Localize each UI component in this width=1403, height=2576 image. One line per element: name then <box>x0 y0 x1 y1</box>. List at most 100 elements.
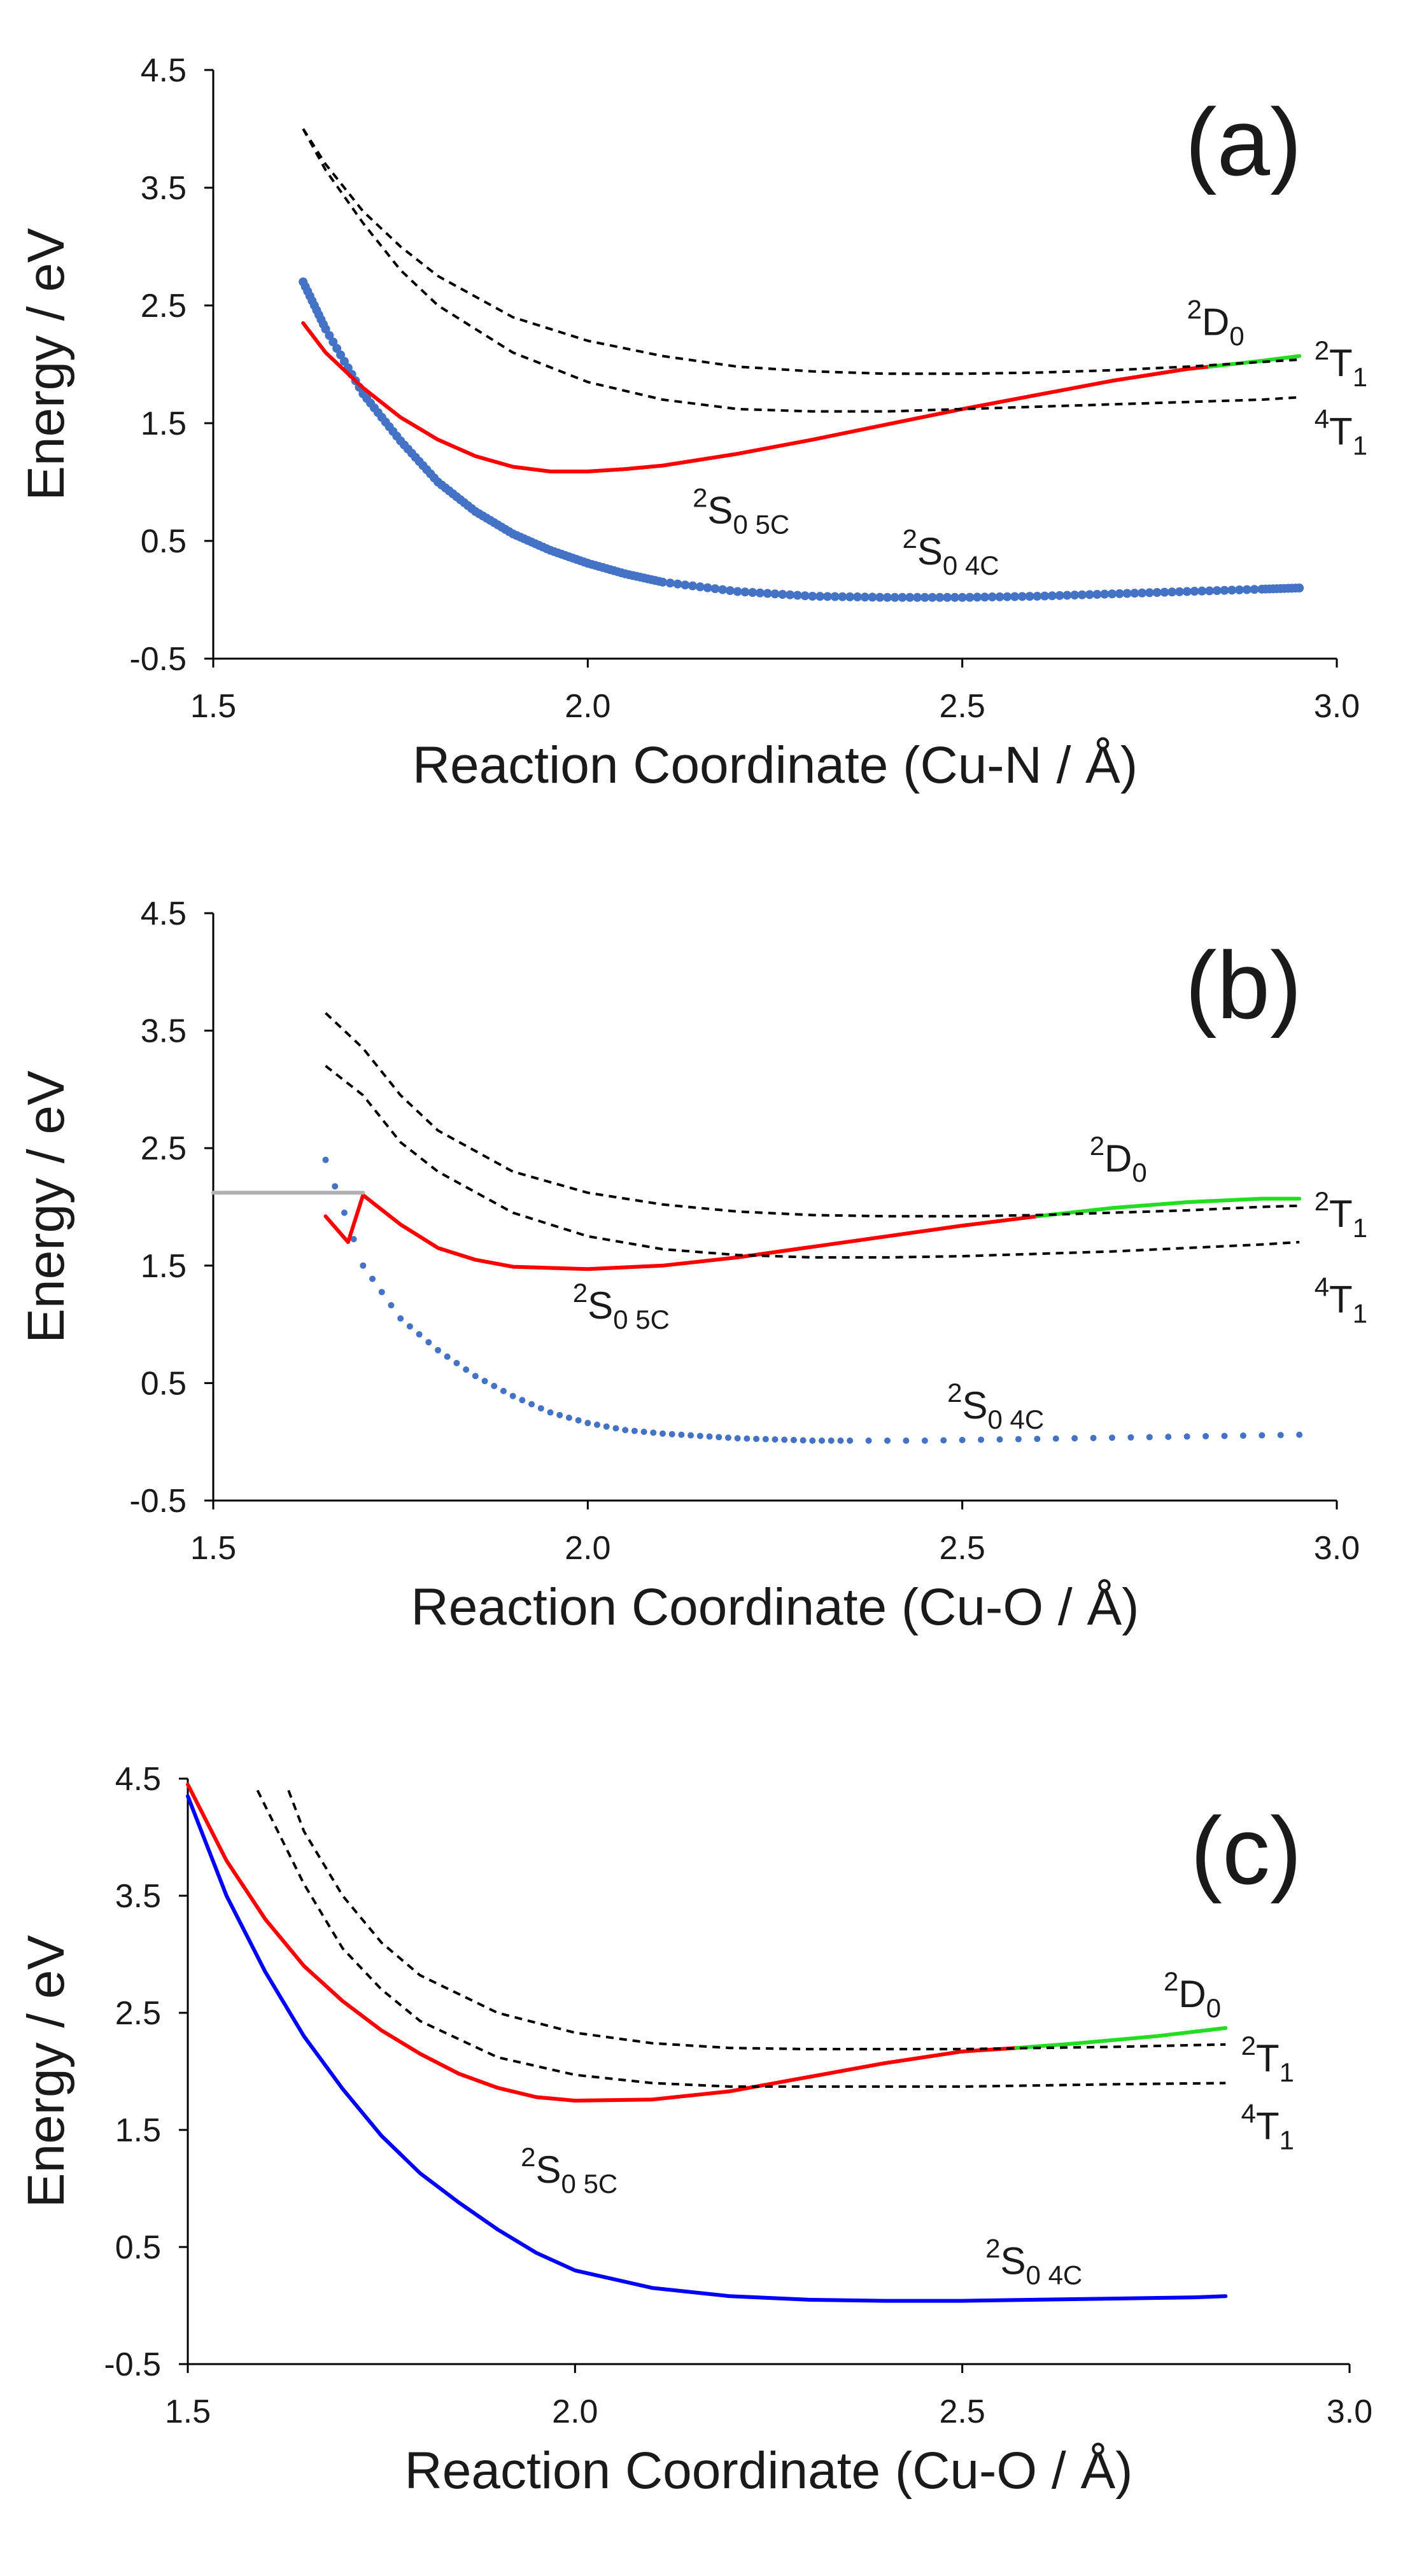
data-point <box>1146 1434 1153 1441</box>
curve-label-sub: 0 5C <box>613 1305 670 1334</box>
series-2s0-5c <box>301 321 1211 473</box>
data-point <box>665 578 675 588</box>
data-point <box>1174 587 1184 596</box>
data-point <box>762 1436 769 1443</box>
curve-label-2d0: 2D0 <box>1090 1131 1147 1187</box>
data-point <box>1010 592 1020 601</box>
curve-label-4t1: 4T1 <box>1315 1272 1367 1329</box>
curve-label-sub: 0 <box>1229 321 1244 351</box>
series-2s0-4c <box>299 277 1304 602</box>
data-point <box>1152 588 1162 598</box>
curve-label-sup: 2 <box>1187 294 1202 324</box>
data-point <box>1221 1432 1228 1439</box>
data-point <box>1108 589 1117 599</box>
data-point <box>1204 586 1214 596</box>
data-point <box>325 331 334 340</box>
data-point <box>940 1437 947 1444</box>
curve-label-sup: 2 <box>985 2233 1000 2263</box>
curve-label-base: D <box>1202 300 1229 343</box>
data-point <box>594 1421 601 1428</box>
data-point <box>1250 585 1259 594</box>
curve-label-2s0-4c: 2S0 4C <box>985 2233 1082 2290</box>
data-point <box>725 586 735 596</box>
data-point <box>463 1366 470 1373</box>
data-point <box>753 1436 760 1443</box>
data-point <box>950 592 959 602</box>
curve-label-sup: 2 <box>573 1278 588 1308</box>
curve-label-base: S <box>707 489 733 531</box>
data-point <box>631 1427 638 1434</box>
data-point <box>547 1409 554 1416</box>
data-point <box>1165 1433 1172 1440</box>
curve-label-sup: 2 <box>1315 335 1329 365</box>
data-point <box>1130 589 1139 598</box>
data-point <box>786 590 795 599</box>
data-point <box>838 592 847 601</box>
data-point <box>957 592 967 602</box>
data-point <box>650 1429 657 1436</box>
curve-label-base: T <box>1256 2105 1280 2148</box>
data-point <box>965 592 975 602</box>
curve-label-base: T <box>1329 342 1353 384</box>
y-tick-label: 3.5 <box>115 1878 161 1915</box>
curve-label-sub: 0 4C <box>988 1404 1045 1434</box>
curve-label-sup: 2 <box>693 482 707 512</box>
y-tick-label: -0.5 <box>104 2346 161 2383</box>
data-point <box>444 1353 451 1360</box>
data-point <box>584 1420 591 1427</box>
data-point <box>845 592 855 601</box>
curve-label-2s0-5c: 2S0 5C <box>521 2142 617 2199</box>
data-point <box>673 579 682 589</box>
panel-label: (b) <box>1185 932 1302 1039</box>
series-4t1 <box>325 1065 1300 1259</box>
x-tick-label: 3.0 <box>1314 1530 1360 1567</box>
curve-label-base: S <box>962 1384 987 1427</box>
series-2s0-5c <box>323 1193 1040 1271</box>
y-tick-label: 4.5 <box>141 52 187 89</box>
data-point <box>1183 1433 1190 1440</box>
data-point <box>1277 1432 1284 1439</box>
data-point <box>927 592 937 602</box>
curve-label-sup: 2 <box>1315 1186 1329 1216</box>
data-point <box>1109 1434 1115 1441</box>
data-point <box>687 1432 694 1439</box>
y-tick-label: 2.5 <box>141 288 187 325</box>
data-point <box>659 1430 666 1437</box>
data-point <box>781 1436 788 1443</box>
data-point <box>1160 587 1169 597</box>
x-tick-label: 2.5 <box>940 1530 985 1567</box>
data-point <box>1182 587 1192 596</box>
x-tick-label: 2.0 <box>565 688 610 725</box>
data-point <box>935 592 945 602</box>
data-point <box>724 1434 731 1441</box>
data-point <box>1138 588 1147 598</box>
data-point <box>696 1432 703 1439</box>
y-tick-label: 3.5 <box>141 1013 187 1050</box>
data-point <box>332 344 342 353</box>
curve-label-base: T <box>1256 2037 1280 2080</box>
data-point <box>1145 588 1154 598</box>
data-point <box>921 1437 928 1444</box>
y-tick-label: 0.5 <box>141 523 187 560</box>
series-2t1 <box>302 128 1300 375</box>
data-point <box>744 1435 751 1442</box>
series-2s0-4c <box>186 1794 1228 2303</box>
data-point <box>688 581 698 591</box>
y-axis-title: Energy / eV <box>17 228 75 501</box>
data-point <box>875 592 885 602</box>
data-point <box>678 1431 685 1438</box>
curve-label-sub: 1 <box>1280 2125 1294 2155</box>
y-tick-label: 1.5 <box>141 1248 187 1285</box>
data-point <box>703 583 712 592</box>
curve-label-4t1: 4T1 <box>1315 403 1367 460</box>
data-point <box>322 1156 329 1163</box>
curve-label-sup: 4 <box>1315 1272 1329 1302</box>
data-point <box>1190 587 1199 596</box>
data-point <box>491 1383 498 1390</box>
data-point <box>336 350 346 360</box>
curve-label-sup: 2 <box>521 2142 535 2172</box>
panel-label: (a) <box>1185 88 1302 195</box>
data-point <box>852 592 862 602</box>
curve-label-sub: 1 <box>1353 362 1367 392</box>
